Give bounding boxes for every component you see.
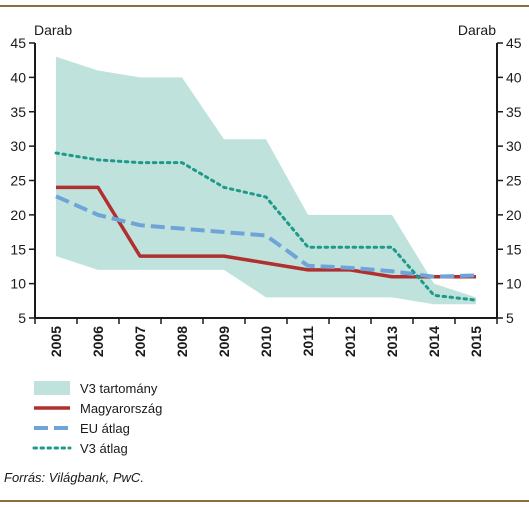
x-tick-label: 2013 xyxy=(384,326,400,357)
right-tick-label: 30 xyxy=(506,138,522,154)
right-tick-label: 5 xyxy=(506,310,514,326)
right-tick-label: 15 xyxy=(506,241,522,257)
left-tick-label: 45 xyxy=(10,35,26,51)
series-line-3 xyxy=(54,151,478,302)
legend-label-series-2: EU átlag xyxy=(80,421,130,436)
x-tick-label: 2012 xyxy=(342,326,358,357)
left-tick-label: 5 xyxy=(18,310,26,326)
x-tick-label: 2006 xyxy=(90,326,106,357)
series-line-1 xyxy=(56,185,476,279)
right-tick-label: 25 xyxy=(506,173,522,189)
range-band xyxy=(56,56,476,305)
left-tick-label: 35 xyxy=(10,104,26,120)
left-axis-unit: Darab xyxy=(34,22,72,38)
right-axis-unit: Darab xyxy=(458,22,496,38)
left-tick-label: 10 xyxy=(10,276,26,292)
x-tick-label: 2014 xyxy=(426,326,442,357)
bottom-rule xyxy=(0,500,529,502)
left-tick-label: 30 xyxy=(10,138,26,154)
series-line-2 xyxy=(55,194,477,279)
x-tick-label: 2011 xyxy=(300,326,316,357)
source-note: Forrás: Világbank, PwC. xyxy=(4,470,144,485)
legend-label-band: V3 tartomány xyxy=(80,381,158,396)
right-tick-label: 20 xyxy=(506,207,522,223)
right-tick-label: 10 xyxy=(506,276,522,292)
x-tick-label: 2010 xyxy=(258,326,274,357)
legend-label-series-1: Magyarország xyxy=(80,401,162,416)
left-tick-label: 15 xyxy=(10,241,26,257)
x-tick-label: 2005 xyxy=(48,326,64,357)
x-tick-label: 2009 xyxy=(216,326,232,357)
left-tick-label: 40 xyxy=(10,69,26,85)
left-tick-label: 25 xyxy=(10,173,26,189)
right-tick-label: 40 xyxy=(506,69,522,85)
right-tick-label: 45 xyxy=(506,35,522,51)
x-tick-label: 2008 xyxy=(174,326,190,357)
top-rule xyxy=(0,5,529,7)
x-tick-label: 2007 xyxy=(132,326,148,357)
right-tick-label: 35 xyxy=(506,104,522,120)
left-tick-label: 20 xyxy=(10,207,26,223)
legend-label-series-3: V3 átlag xyxy=(80,441,128,456)
legend-swatch-band xyxy=(34,381,70,395)
x-tick-label: 2015 xyxy=(468,326,484,357)
